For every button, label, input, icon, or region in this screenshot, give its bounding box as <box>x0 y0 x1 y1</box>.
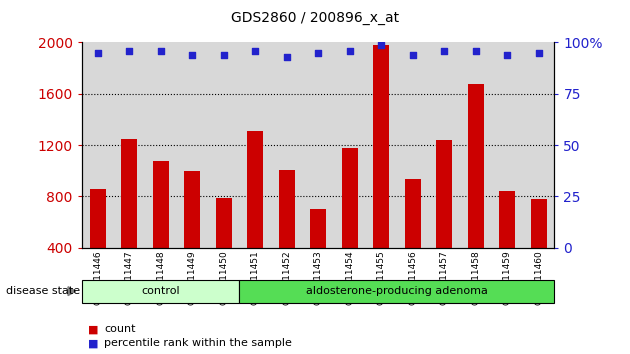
Bar <box>310 209 326 248</box>
Text: control: control <box>141 286 180 296</box>
Point <box>156 48 166 53</box>
Bar <box>467 84 484 248</box>
Point <box>439 48 449 53</box>
Text: ■: ■ <box>88 324 99 334</box>
Point <box>345 48 355 53</box>
Point <box>187 52 197 58</box>
Bar <box>373 45 389 248</box>
Bar <box>215 198 232 248</box>
Bar <box>153 161 169 248</box>
Text: ■: ■ <box>88 338 99 348</box>
Point <box>534 50 544 56</box>
Point <box>250 48 260 53</box>
Bar <box>530 199 546 248</box>
Bar <box>239 280 554 303</box>
Point <box>408 52 418 58</box>
FancyArrow shape <box>68 287 76 296</box>
Bar <box>82 280 239 303</box>
Point <box>376 42 386 47</box>
Bar <box>499 191 515 248</box>
Bar <box>121 139 137 248</box>
Text: disease state: disease state <box>6 286 81 296</box>
Bar <box>436 140 452 248</box>
Point <box>124 48 134 53</box>
Bar <box>278 170 294 248</box>
Point <box>502 52 512 58</box>
Point <box>93 50 103 56</box>
Point <box>219 52 229 58</box>
Bar <box>247 131 263 248</box>
Point <box>282 54 292 60</box>
Point <box>471 48 481 53</box>
Bar <box>341 148 358 248</box>
Point <box>313 50 323 56</box>
Text: percentile rank within the sample: percentile rank within the sample <box>104 338 292 348</box>
Bar <box>90 189 106 248</box>
Text: aldosterone-producing adenoma: aldosterone-producing adenoma <box>306 286 488 296</box>
Text: GDS2860 / 200896_x_at: GDS2860 / 200896_x_at <box>231 11 399 25</box>
Text: count: count <box>104 324 135 334</box>
Bar <box>404 178 421 248</box>
Bar <box>184 171 200 248</box>
